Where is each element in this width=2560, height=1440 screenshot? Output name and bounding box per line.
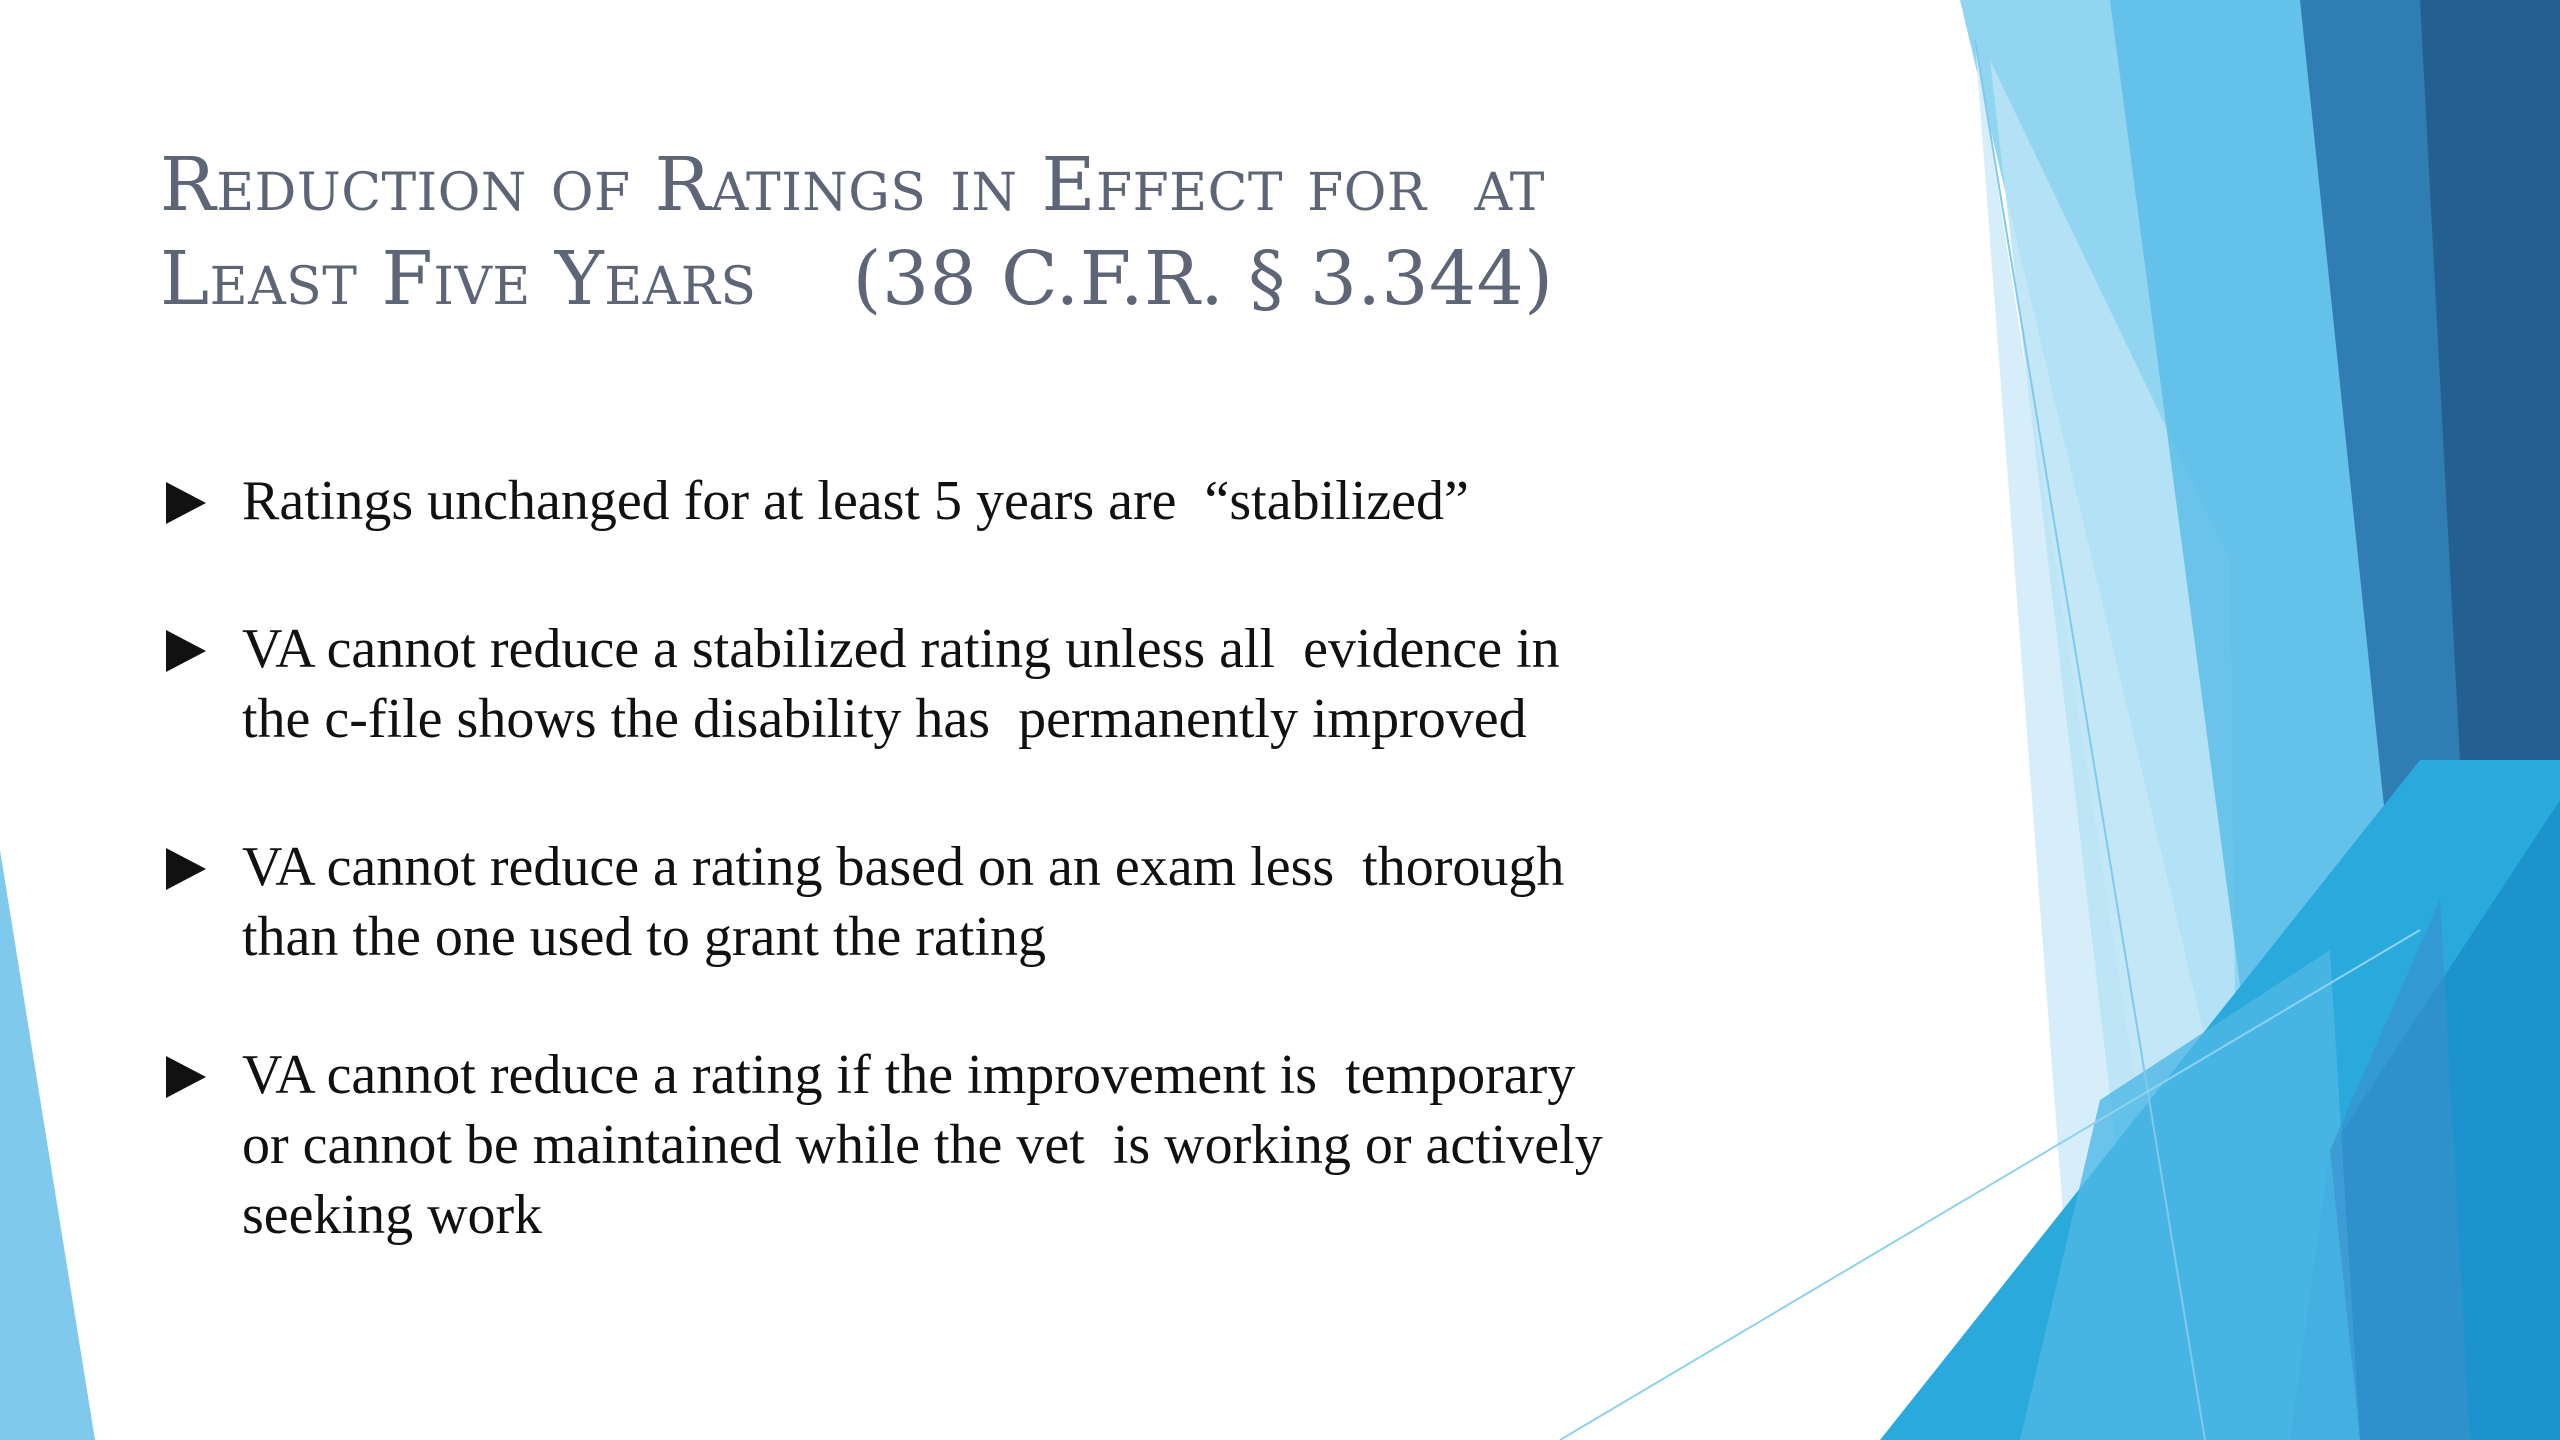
- play-arrow-icon: [166, 1056, 206, 1098]
- bullet-line: than the one used to grant the rating: [242, 906, 1046, 968]
- title-line-2: Least Five Years (38 C.F.R. § 3.344): [160, 236, 1554, 322]
- bullet-item: VA cannot reduce a stabilized rating unl…: [166, 614, 1926, 754]
- bullet-text: VA cannot reduce a stabilized rating unl…: [242, 614, 1926, 754]
- facet-shadow: [2330, 900, 2470, 1440]
- facet-dark-2: [2420, 0, 2560, 950]
- bullet-item: VA cannot reduce a rating if the improve…: [166, 1040, 1926, 1250]
- slide-title: Reduction of Ratings in Effect for at Le…: [160, 138, 1810, 326]
- thin-line-2: [1559, 929, 2421, 1440]
- bullet-line: VA cannot reduce a rating if the improve…: [242, 1044, 1576, 1106]
- bullet-line: VA cannot reduce a rating based on an ex…: [242, 836, 1565, 898]
- bullet-text: VA cannot reduce a rating if the improve…: [242, 1040, 1926, 1250]
- bullet-item: VA cannot reduce a rating based on an ex…: [166, 832, 1926, 972]
- bullet-line: Ratings unchanged for at least 5 years a…: [242, 470, 1469, 532]
- play-arrow-icon: [166, 482, 206, 524]
- bullet-line: or cannot be maintained while the vet is…: [242, 1114, 1603, 1176]
- bullet-line: seeking work: [242, 1184, 543, 1246]
- thin-line-1: [1974, 39, 2206, 1440]
- play-arrow-icon: [166, 848, 206, 890]
- bullet-text: Ratings unchanged for at least 5 years a…: [242, 466, 1926, 536]
- facet-mid-2: [2020, 950, 2360, 1440]
- left-facet: [0, 850, 95, 1440]
- bullet-line: the c-file shows the disability has perm…: [242, 688, 1527, 750]
- play-arrow-icon: [166, 630, 206, 672]
- title-line-1: Reduction of Ratings in Effect for at: [160, 142, 1545, 228]
- bullet-item: Ratings unchanged for at least 5 years a…: [166, 466, 1926, 536]
- bullet-text: VA cannot reduce a rating based on an ex…: [242, 832, 1926, 972]
- bullet-line: VA cannot reduce a stabilized rating unl…: [242, 618, 1560, 680]
